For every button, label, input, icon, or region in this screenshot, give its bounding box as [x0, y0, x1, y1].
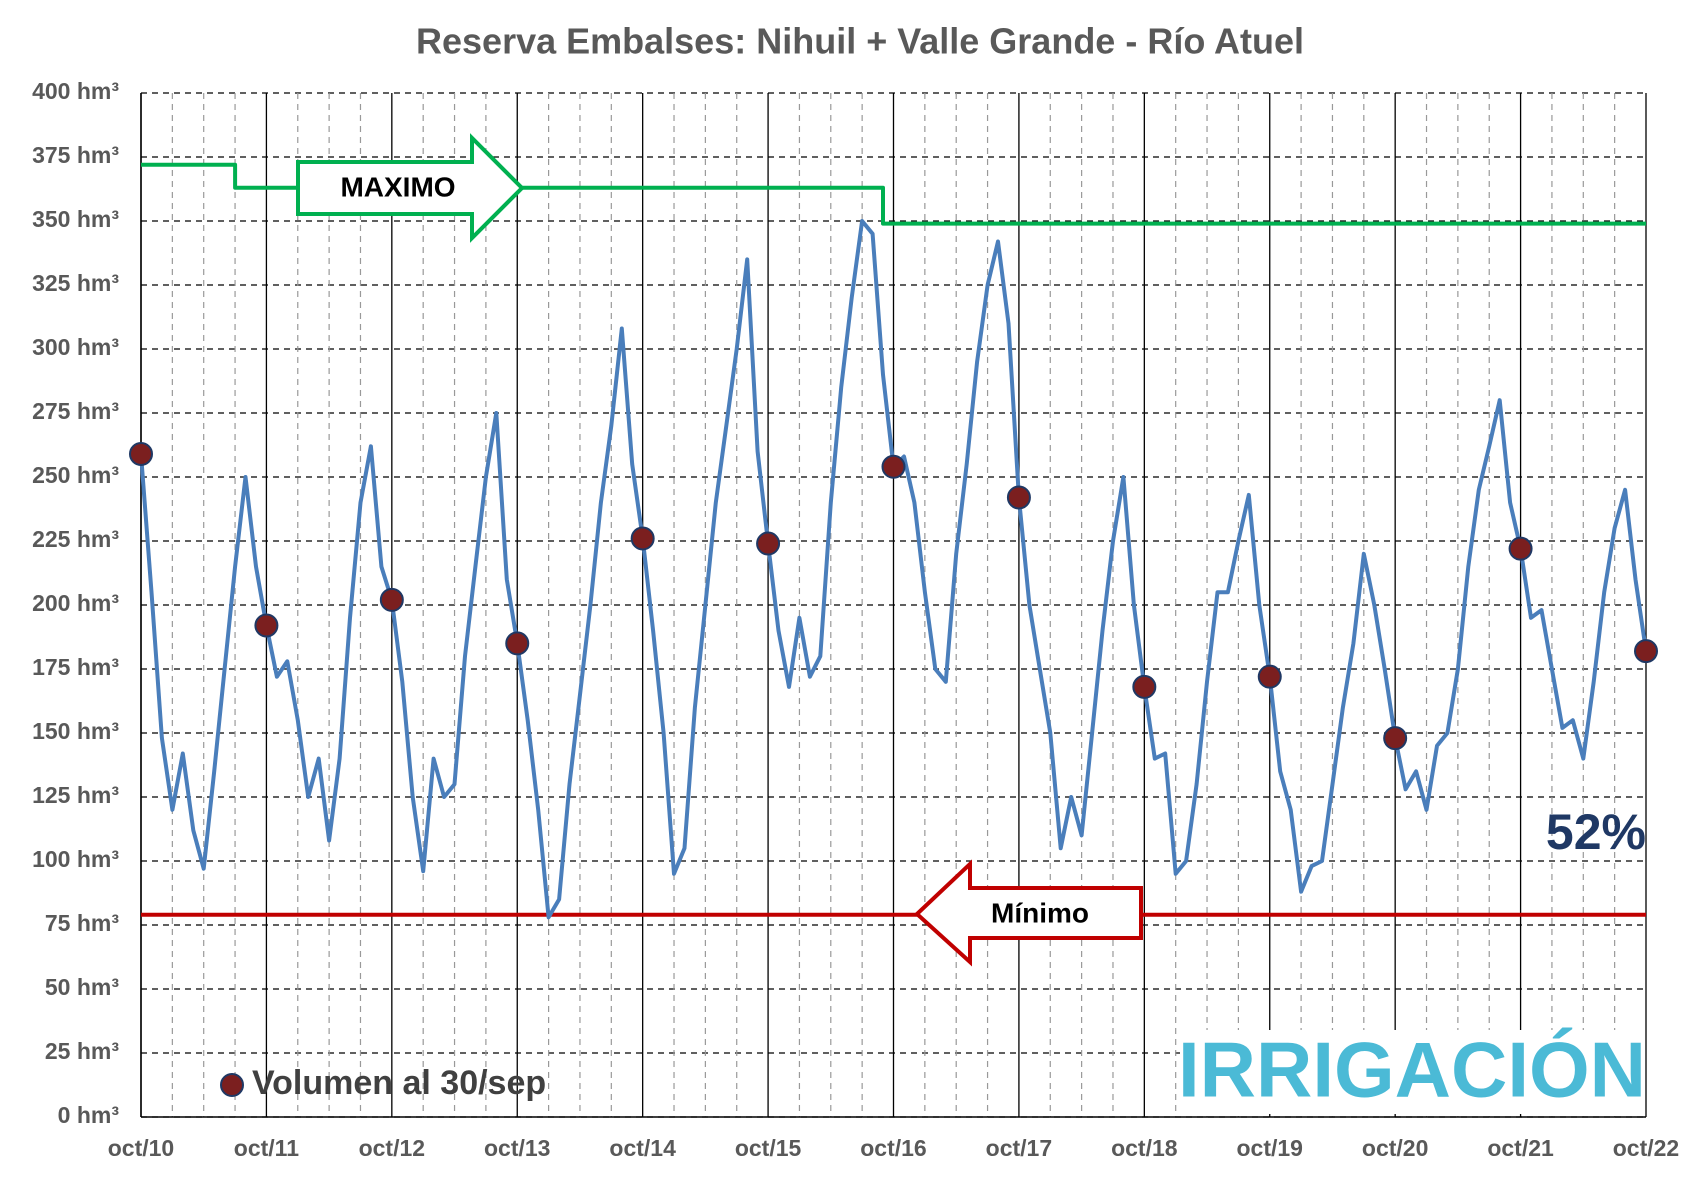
x-tick-label: oct/17	[986, 1135, 1052, 1161]
point	[1132, 674, 1157, 699]
legend-marker	[220, 1073, 244, 1097]
x-tick-label: oct/19	[1237, 1135, 1303, 1161]
y-tick-label: 325 hm³	[32, 270, 119, 296]
y-tick-label: 200 hm³	[32, 590, 119, 616]
point	[505, 631, 530, 656]
y-tick-label: 50 hm³	[45, 974, 119, 1000]
y-tick-label: 300 hm³	[32, 334, 119, 360]
min-arrow	[914, 859, 1143, 967]
y-tick-label: 350 hm³	[32, 206, 119, 232]
point	[1257, 664, 1282, 689]
y-tick-label: 275 hm³	[32, 398, 119, 424]
logo: IRRIGACIÓN	[1178, 1026, 1646, 1114]
point	[1634, 639, 1658, 664]
x-tick-label: oct/12	[359, 1135, 425, 1161]
x-tick-label: oct/13	[484, 1135, 550, 1161]
min-label: Mínimo	[991, 897, 1089, 928]
y-tick-label: 225 hm³	[32, 526, 119, 552]
point	[254, 613, 279, 638]
y-tick-label: 25 hm³	[45, 1038, 119, 1064]
y-tick-label: 250 hm³	[32, 462, 119, 488]
max-arrow	[296, 133, 525, 243]
x-tick-label: oct/16	[860, 1135, 926, 1161]
point	[129, 441, 153, 466]
point	[1383, 726, 1408, 751]
percent-label: 52%	[1546, 804, 1646, 860]
marks	[129, 162, 1658, 920]
line	[141, 162, 1646, 226]
logo-box	[1180, 1030, 1644, 1114]
point	[630, 526, 655, 551]
y-tick-label: 400 hm³	[32, 78, 119, 104]
point	[756, 531, 781, 556]
x-tick-label: oct/14	[609, 1135, 676, 1161]
legend-label: Volumen al 30/sep	[252, 1064, 546, 1102]
point	[1006, 485, 1031, 510]
x-tick-label: oct/18	[1111, 1135, 1178, 1161]
x-tick-label: oct/20	[1362, 1135, 1428, 1161]
max-label: MAXIMO	[340, 171, 455, 202]
x-tick-label: oct/22	[1613, 1135, 1679, 1161]
point	[1508, 536, 1533, 561]
y-tick-label: 175 hm³	[32, 654, 119, 680]
y-tick-label: 375 hm³	[32, 142, 119, 168]
y-tick-label: 100 hm³	[32, 846, 119, 872]
x-tick-label: oct/11	[234, 1135, 299, 1161]
grid	[140, 92, 1647, 1118]
y-tick-label: 0 hm³	[58, 1102, 120, 1128]
chart-title: Reserva Embalses: Nihuil + Valle Grande …	[416, 21, 1304, 62]
point	[881, 454, 906, 479]
x-tick-label: oct/21	[1487, 1135, 1554, 1161]
y-tick-label: 75 hm³	[45, 910, 119, 936]
y-tick-label: 125 hm³	[32, 782, 119, 808]
y-tick-label: 150 hm³	[32, 718, 119, 744]
x-tick-label: oct/10	[108, 1135, 174, 1161]
x-tick-label: oct/15	[735, 1135, 802, 1161]
point	[379, 587, 404, 612]
